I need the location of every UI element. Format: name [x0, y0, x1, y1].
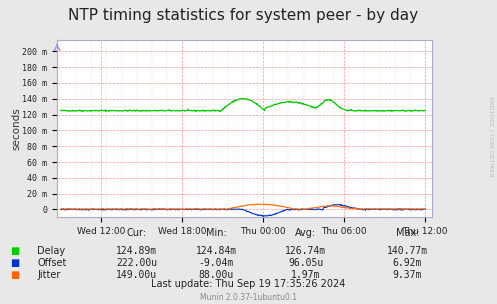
Text: Munin 2.0.37-1ubuntu0.1: Munin 2.0.37-1ubuntu0.1: [200, 293, 297, 302]
Text: ■: ■: [10, 246, 19, 256]
Text: Min:: Min:: [206, 228, 227, 238]
Text: 6.92m: 6.92m: [393, 258, 422, 268]
Text: Max:: Max:: [396, 228, 419, 238]
Text: 96.05u: 96.05u: [288, 258, 323, 268]
Text: Delay: Delay: [37, 246, 66, 256]
Text: Last update: Thu Sep 19 17:35:26 2024: Last update: Thu Sep 19 17:35:26 2024: [151, 279, 346, 289]
Text: 126.74m: 126.74m: [285, 246, 326, 256]
Text: NTP timing statistics for system peer - by day: NTP timing statistics for system peer - …: [69, 8, 418, 22]
Text: 222.00u: 222.00u: [116, 258, 157, 268]
Text: Cur:: Cur:: [127, 228, 147, 238]
Text: 140.77m: 140.77m: [387, 246, 428, 256]
Text: Jitter: Jitter: [37, 270, 61, 280]
Text: 1.97m: 1.97m: [291, 270, 321, 280]
Text: -9.04m: -9.04m: [199, 258, 234, 268]
Text: RRDTOOL / TOBI OETIKER: RRDTOOL / TOBI OETIKER: [489, 96, 494, 177]
Text: 124.89m: 124.89m: [116, 246, 157, 256]
Text: ■: ■: [10, 258, 19, 268]
Text: ■: ■: [10, 270, 19, 280]
Text: 9.37m: 9.37m: [393, 270, 422, 280]
Y-axis label: seconds: seconds: [11, 107, 21, 150]
Text: 149.00u: 149.00u: [116, 270, 157, 280]
Text: Offset: Offset: [37, 258, 67, 268]
Text: Avg:: Avg:: [295, 228, 316, 238]
Text: 88.00u: 88.00u: [199, 270, 234, 280]
Text: 124.84m: 124.84m: [196, 246, 237, 256]
